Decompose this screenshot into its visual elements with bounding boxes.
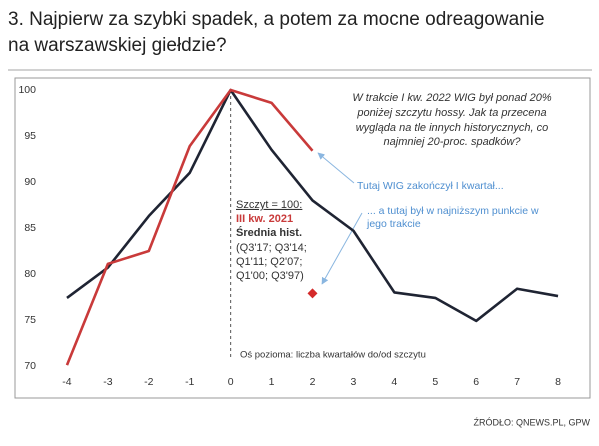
x-tick-label: -1: [185, 376, 194, 388]
y-tick-label: 90: [24, 176, 36, 188]
x-tick-label: -3: [103, 376, 112, 388]
note: wygląda na tle innych historycznych, co: [356, 122, 549, 134]
source: ŹRÓDŁO: QNEWS.PL, GPW: [473, 417, 590, 427]
chart-frame: [14, 77, 591, 399]
y-tick-label: 70: [24, 360, 36, 372]
axis-note: Oś pozioma: liczba kwartałów do/od szczy…: [240, 350, 426, 361]
y-tick-label: 80: [24, 268, 36, 280]
x-tick-label: 2: [310, 376, 316, 388]
x-tick-label: 8: [555, 376, 561, 388]
title: 3. Najpierw za szybki spadek, a potem za…: [8, 9, 545, 30]
line: [65, 88, 314, 366]
y-tick-label: 100: [18, 84, 36, 96]
x-tick-label: 7: [514, 376, 520, 388]
annotation: ... a tutaj był w najniższym punkcie w: [367, 205, 539, 217]
peak-label: Q1'00; Q3'97): [236, 270, 304, 282]
x-tick-label: 1: [269, 376, 275, 388]
peak-label: (Q3'17; Q3'14;: [236, 242, 307, 254]
annotation: Tutaj WIG zakończył I kwartał...: [357, 180, 504, 192]
peak-label: Średnia hist.: [236, 226, 302, 239]
y-tick-label: 75: [24, 314, 36, 326]
arrow: [317, 152, 355, 184]
x-tick-label: 3: [351, 376, 357, 388]
peak-label: III kw. 2021: [236, 213, 293, 225]
y-tick-label: 85: [24, 222, 36, 234]
x-tick-label: -2: [144, 376, 153, 388]
y-tick-label: 95: [24, 130, 36, 142]
note: W trakcie I kw. 2022 WIG był ponad 20%: [352, 92, 552, 104]
peak-label: Szczyt = 100:: [236, 199, 302, 211]
note: poniżej szczytu hossy. Jak ta przecena: [356, 107, 546, 119]
annotation: jego trakcie: [366, 218, 421, 230]
title: na warszawskiej giełdzie?: [8, 35, 227, 56]
x-tick-label: -4: [62, 376, 71, 388]
x-tick-label: 6: [473, 376, 479, 388]
note: najmniej 20-proc. spadków?: [384, 136, 522, 148]
point: [307, 288, 318, 299]
x-tick-label: 4: [391, 376, 397, 388]
x-tick-label: 5: [432, 376, 438, 388]
x-tick-label: 0: [228, 376, 234, 388]
line: [66, 88, 559, 323]
peak-label: Q1'11; Q2'07;: [236, 256, 302, 268]
arrow: [321, 212, 363, 285]
